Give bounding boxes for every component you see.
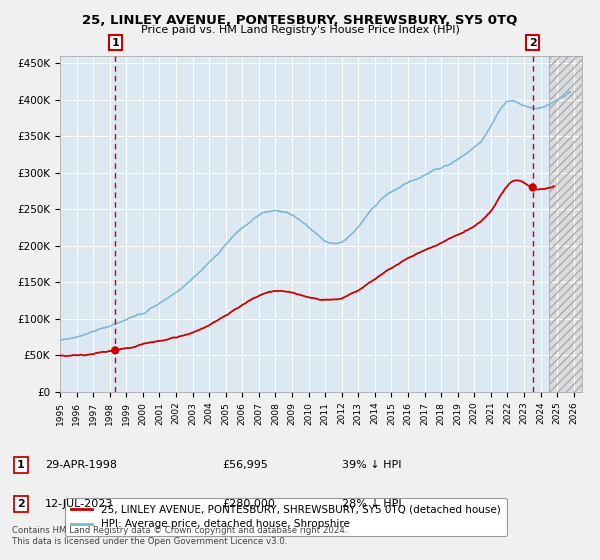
Text: 25, LINLEY AVENUE, PONTESBURY, SHREWSBURY, SY5 0TQ: 25, LINLEY AVENUE, PONTESBURY, SHREWSBUR…: [82, 14, 518, 27]
Text: 29-APR-1998: 29-APR-1998: [45, 460, 117, 470]
Text: Contains HM Land Registry data © Crown copyright and database right 2024.: Contains HM Land Registry data © Crown c…: [12, 526, 347, 535]
Point: [528, 183, 538, 192]
Text: Price paid vs. HM Land Registry's House Price Index (HPI): Price paid vs. HM Land Registry's House …: [140, 25, 460, 35]
Bar: [549, 56, 582, 392]
Text: 2: 2: [529, 38, 536, 48]
Bar: [549, 56, 582, 392]
Text: 28% ↓ HPI: 28% ↓ HPI: [342, 499, 401, 509]
Point: [110, 346, 120, 355]
Text: 12-JUL-2023: 12-JUL-2023: [45, 499, 113, 509]
Text: 1: 1: [112, 38, 119, 48]
Text: £280,000: £280,000: [222, 499, 275, 509]
Text: £56,995: £56,995: [222, 460, 268, 470]
Legend: 25, LINLEY AVENUE, PONTESBURY, SHREWSBURY, SY5 0TQ (detached house), HPI: Averag: 25, LINLEY AVENUE, PONTESBURY, SHREWSBUR…: [65, 498, 506, 536]
Text: 2: 2: [17, 499, 25, 509]
Text: 39% ↓ HPI: 39% ↓ HPI: [342, 460, 401, 470]
Text: This data is licensed under the Open Government Licence v3.0.: This data is licensed under the Open Gov…: [12, 537, 287, 546]
Text: 1: 1: [17, 460, 25, 470]
